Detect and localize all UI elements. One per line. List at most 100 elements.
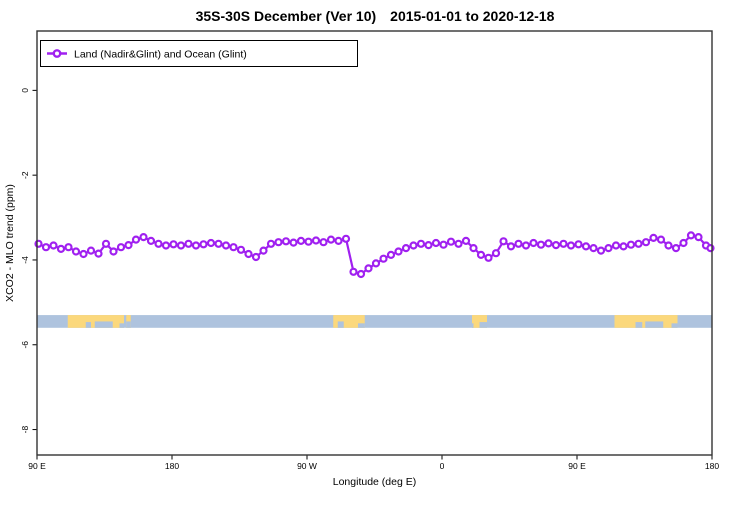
- y-axis-label: XCO2 - MLO trend (ppm): [4, 184, 16, 302]
- data-point: [191, 241, 201, 250]
- data-point: [589, 244, 598, 253]
- data-point: [116, 243, 126, 252]
- ocean-strip: [37, 315, 712, 328]
- data-point: [469, 244, 478, 253]
- chart-title-range: 35S-30S December (Ver 10): [196, 8, 377, 24]
- plot-content: 90 E 180 90 W 0 90 E 180 0 -2 -4 -6 -8: [20, 88, 719, 471]
- legend: Land (Nadir&Glint) and Ocean (Glint): [40, 40, 358, 67]
- data-point: [319, 238, 328, 247]
- data-point: [139, 233, 148, 242]
- y-tick-label: -2: [20, 171, 30, 179]
- data-point: [296, 236, 306, 245]
- x-tick-label: 180: [705, 461, 719, 471]
- x-tick-label: 90 W: [297, 461, 317, 471]
- data-point: [356, 269, 366, 279]
- data-point: [109, 247, 118, 256]
- data-point: [176, 241, 186, 250]
- land-patch-notch: [94, 321, 113, 328]
- data-point: [664, 241, 673, 250]
- data-point: [634, 239, 643, 248]
- data-point: [49, 241, 58, 250]
- data-point: [79, 249, 88, 259]
- data-point: [169, 240, 178, 249]
- data-point: [671, 244, 681, 253]
- data-point: [454, 239, 463, 248]
- data-point: [71, 247, 81, 256]
- data-point: [431, 238, 441, 248]
- data-point: [484, 253, 493, 262]
- land-patch-notch: [119, 323, 124, 328]
- data-point: [251, 252, 261, 262]
- legend-box: [40, 40, 358, 67]
- data-point: [199, 240, 208, 249]
- data-point: [529, 238, 538, 248]
- y-tick-label: -4: [20, 256, 30, 264]
- data-point: [131, 235, 141, 244]
- data-point: [341, 234, 351, 243]
- data-point: [649, 233, 658, 242]
- data-point: [401, 244, 411, 253]
- legend-label: Land (Nadir&Glint) and Ocean (Glint): [74, 49, 247, 61]
- plot-border: [36, 30, 713, 456]
- data-point: [371, 259, 381, 268]
- data-point: [64, 243, 73, 252]
- data-point: [506, 242, 516, 251]
- x-tick-label: 0: [440, 461, 445, 471]
- data-point: [461, 236, 471, 245]
- land-patch-notch: [126, 321, 131, 328]
- data-point: [559, 239, 568, 248]
- data-point: [499, 237, 508, 246]
- data-point: [214, 239, 223, 248]
- data-point: [544, 239, 553, 248]
- data-point: [326, 235, 336, 244]
- data-point: [86, 246, 96, 255]
- x-tick-label: 90 E: [568, 461, 586, 471]
- data-point: [161, 241, 171, 250]
- land-patch-notch: [479, 322, 487, 328]
- y-tick-label: 0: [20, 88, 30, 93]
- data-point: [266, 239, 276, 248]
- data-point: [236, 245, 246, 254]
- legend-marker-icon: [52, 49, 62, 58]
- data-point: [184, 239, 193, 248]
- data-point: [304, 237, 313, 246]
- land-patch-notch: [85, 322, 91, 328]
- data-point: [491, 249, 501, 258]
- data-point: [656, 235, 666, 244]
- data-point: [446, 237, 456, 246]
- data-point: [259, 246, 268, 255]
- data-point: [94, 249, 103, 258]
- x-tick-label: 90 E: [28, 461, 46, 471]
- data-point: [41, 243, 51, 252]
- data-point: [154, 239, 163, 248]
- data-point: [394, 247, 403, 256]
- data-point: [514, 239, 523, 248]
- data-point: [611, 241, 621, 250]
- land-patch-notch: [358, 323, 365, 328]
- data-point: [694, 233, 703, 242]
- data-point: [281, 237, 291, 246]
- land-patch-notch: [671, 323, 678, 328]
- data-point: [679, 238, 688, 248]
- data-point: [536, 240, 546, 249]
- data-point: [379, 254, 388, 263]
- land-patch-notch: [337, 321, 344, 328]
- y-tick-label: -8: [20, 426, 30, 434]
- data-point: [551, 241, 561, 250]
- y-tick-label: -6: [20, 341, 30, 349]
- data-point: [229, 243, 238, 252]
- data-point: [289, 238, 298, 247]
- data-point: [334, 236, 343, 245]
- data-point: [619, 242, 628, 251]
- data-point: [101, 239, 111, 248]
- chart-title: 35S-30S December (Ver 10) 2015-01-01 to 2…: [196, 8, 555, 24]
- data-point: [476, 250, 486, 259]
- data-point: [364, 264, 373, 273]
- data-point: [574, 240, 583, 249]
- data-point: [581, 242, 591, 251]
- x-tick-label: 180: [165, 461, 179, 471]
- data-point: [409, 241, 418, 250]
- data-point: [146, 236, 156, 245]
